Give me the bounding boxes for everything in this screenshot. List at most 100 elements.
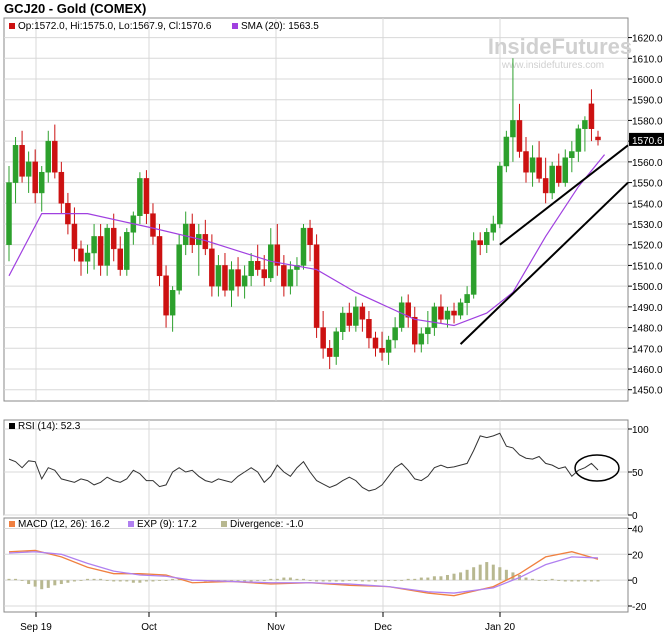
divergence-bar	[439, 576, 443, 581]
candle-body	[58, 171, 65, 204]
candle-body	[588, 103, 595, 129]
watermark-url: www.insidefutures.com	[501, 60, 604, 71]
candle-body	[307, 227, 313, 245]
last-price-tag	[629, 132, 664, 146]
candle-body	[379, 348, 385, 353]
trendline	[459, 181, 629, 345]
candle-body	[281, 265, 287, 287]
candle-body	[71, 223, 78, 250]
candle-body	[549, 165, 555, 194]
candle-body	[150, 213, 156, 237]
divergence-bar	[334, 580, 338, 582]
price-tick-label: 1540.0	[632, 199, 663, 210]
divergence-bar	[171, 578, 175, 581]
candle-body	[490, 223, 497, 233]
candle-body	[45, 140, 52, 173]
rsi-line	[8, 432, 599, 492]
legend-exp-swatch	[128, 521, 134, 527]
candle-body	[143, 178, 150, 214]
candle-body	[326, 348, 333, 357]
price-tick-label: 1450.0	[632, 386, 663, 397]
divergence-bar	[131, 580, 135, 583]
candle-body	[254, 261, 261, 270]
candle-body	[12, 145, 19, 183]
candle-body	[25, 161, 32, 177]
candle-body	[261, 269, 267, 279]
divergence-bar	[373, 580, 377, 582]
candle-body	[169, 290, 176, 316]
legend-ohlc-swatch	[9, 23, 15, 29]
candle-body	[359, 306, 366, 320]
divergence-bar	[570, 580, 574, 582]
candle-body	[91, 236, 97, 254]
candle-body	[182, 223, 189, 245]
legend-divergence: Divergence: -1.0	[230, 519, 304, 530]
divergence-bar	[138, 580, 142, 583]
candle-body	[84, 252, 91, 262]
divergence-bar	[118, 580, 122, 582]
candle-body	[470, 240, 477, 295]
candle-body	[582, 120, 588, 129]
legend-ohlc: Op:1572.0, Hi:1575.0, Lo:1567.9, Cl:1570…	[18, 21, 212, 32]
legend-exp: EXP (9): 17.2	[137, 519, 197, 530]
trendline	[499, 144, 629, 246]
candle-body	[19, 145, 25, 177]
candle-body	[555, 165, 562, 183]
candle-body	[156, 236, 163, 277]
macd-tick-label: 20	[632, 550, 644, 561]
rsi-highlight-circle	[574, 454, 620, 482]
price-tick-label: 1620.0	[632, 34, 663, 45]
candle-body	[425, 327, 431, 335]
divergence-bar	[164, 580, 168, 581]
price-tick-label: 1510.0	[632, 261, 663, 272]
divergence-bar	[158, 580, 162, 581]
candle-body	[320, 327, 326, 349]
divergence-bar	[380, 580, 384, 581]
candle-body	[510, 120, 516, 138]
legend-macd-swatch	[9, 521, 15, 527]
divergence-bar	[112, 580, 116, 582]
candle-body	[137, 178, 143, 216]
divergence-bar	[105, 580, 109, 581]
divergence-bar	[347, 580, 351, 581]
price-tick-label: 1600.0	[632, 75, 663, 86]
divergence-bar	[66, 580, 70, 583]
legend-macd: MACD (12, 26): 16.2	[18, 519, 110, 530]
rsi-tick-label: 50	[632, 468, 644, 479]
divergence-bar	[256, 580, 260, 581]
candle-body	[313, 244, 320, 328]
divergence-bar	[302, 578, 305, 581]
candle-body	[398, 302, 405, 328]
divergence-bar	[288, 577, 292, 581]
candle-body	[176, 244, 182, 291]
candle-body	[104, 227, 110, 266]
price-tick-label: 1470.0	[632, 344, 663, 355]
candle-body	[222, 265, 228, 291]
divergence-bar	[53, 580, 57, 586]
candle-body	[542, 178, 549, 194]
price-tick-label: 1610.0	[632, 54, 663, 65]
candle-body	[477, 240, 483, 245]
divergence-bar	[341, 580, 345, 582]
candle-body	[287, 269, 294, 287]
candle-body	[536, 157, 542, 179]
candle-body	[32, 161, 38, 194]
sma-line	[8, 154, 606, 327]
divergence-bar	[275, 578, 279, 581]
candle-body	[366, 319, 372, 339]
rsi-tick-label: 0	[632, 511, 638, 522]
price-tick-label: 1490.0	[632, 303, 663, 314]
divergence-bar	[537, 580, 541, 581]
candle-body	[353, 306, 359, 326]
candle-body	[38, 171, 45, 194]
divergence-bar	[354, 580, 358, 581]
divergence-bar	[413, 578, 417, 581]
divergence-bar	[360, 580, 364, 582]
candle-body	[497, 165, 503, 225]
divergence-bar	[393, 580, 397, 581]
divergence-bar	[86, 578, 90, 581]
divergence-bar	[99, 578, 103, 581]
candle-body	[438, 306, 444, 320]
last-price-label: 1570.6	[632, 136, 663, 147]
x-tick-label: Jan 20	[485, 622, 515, 633]
